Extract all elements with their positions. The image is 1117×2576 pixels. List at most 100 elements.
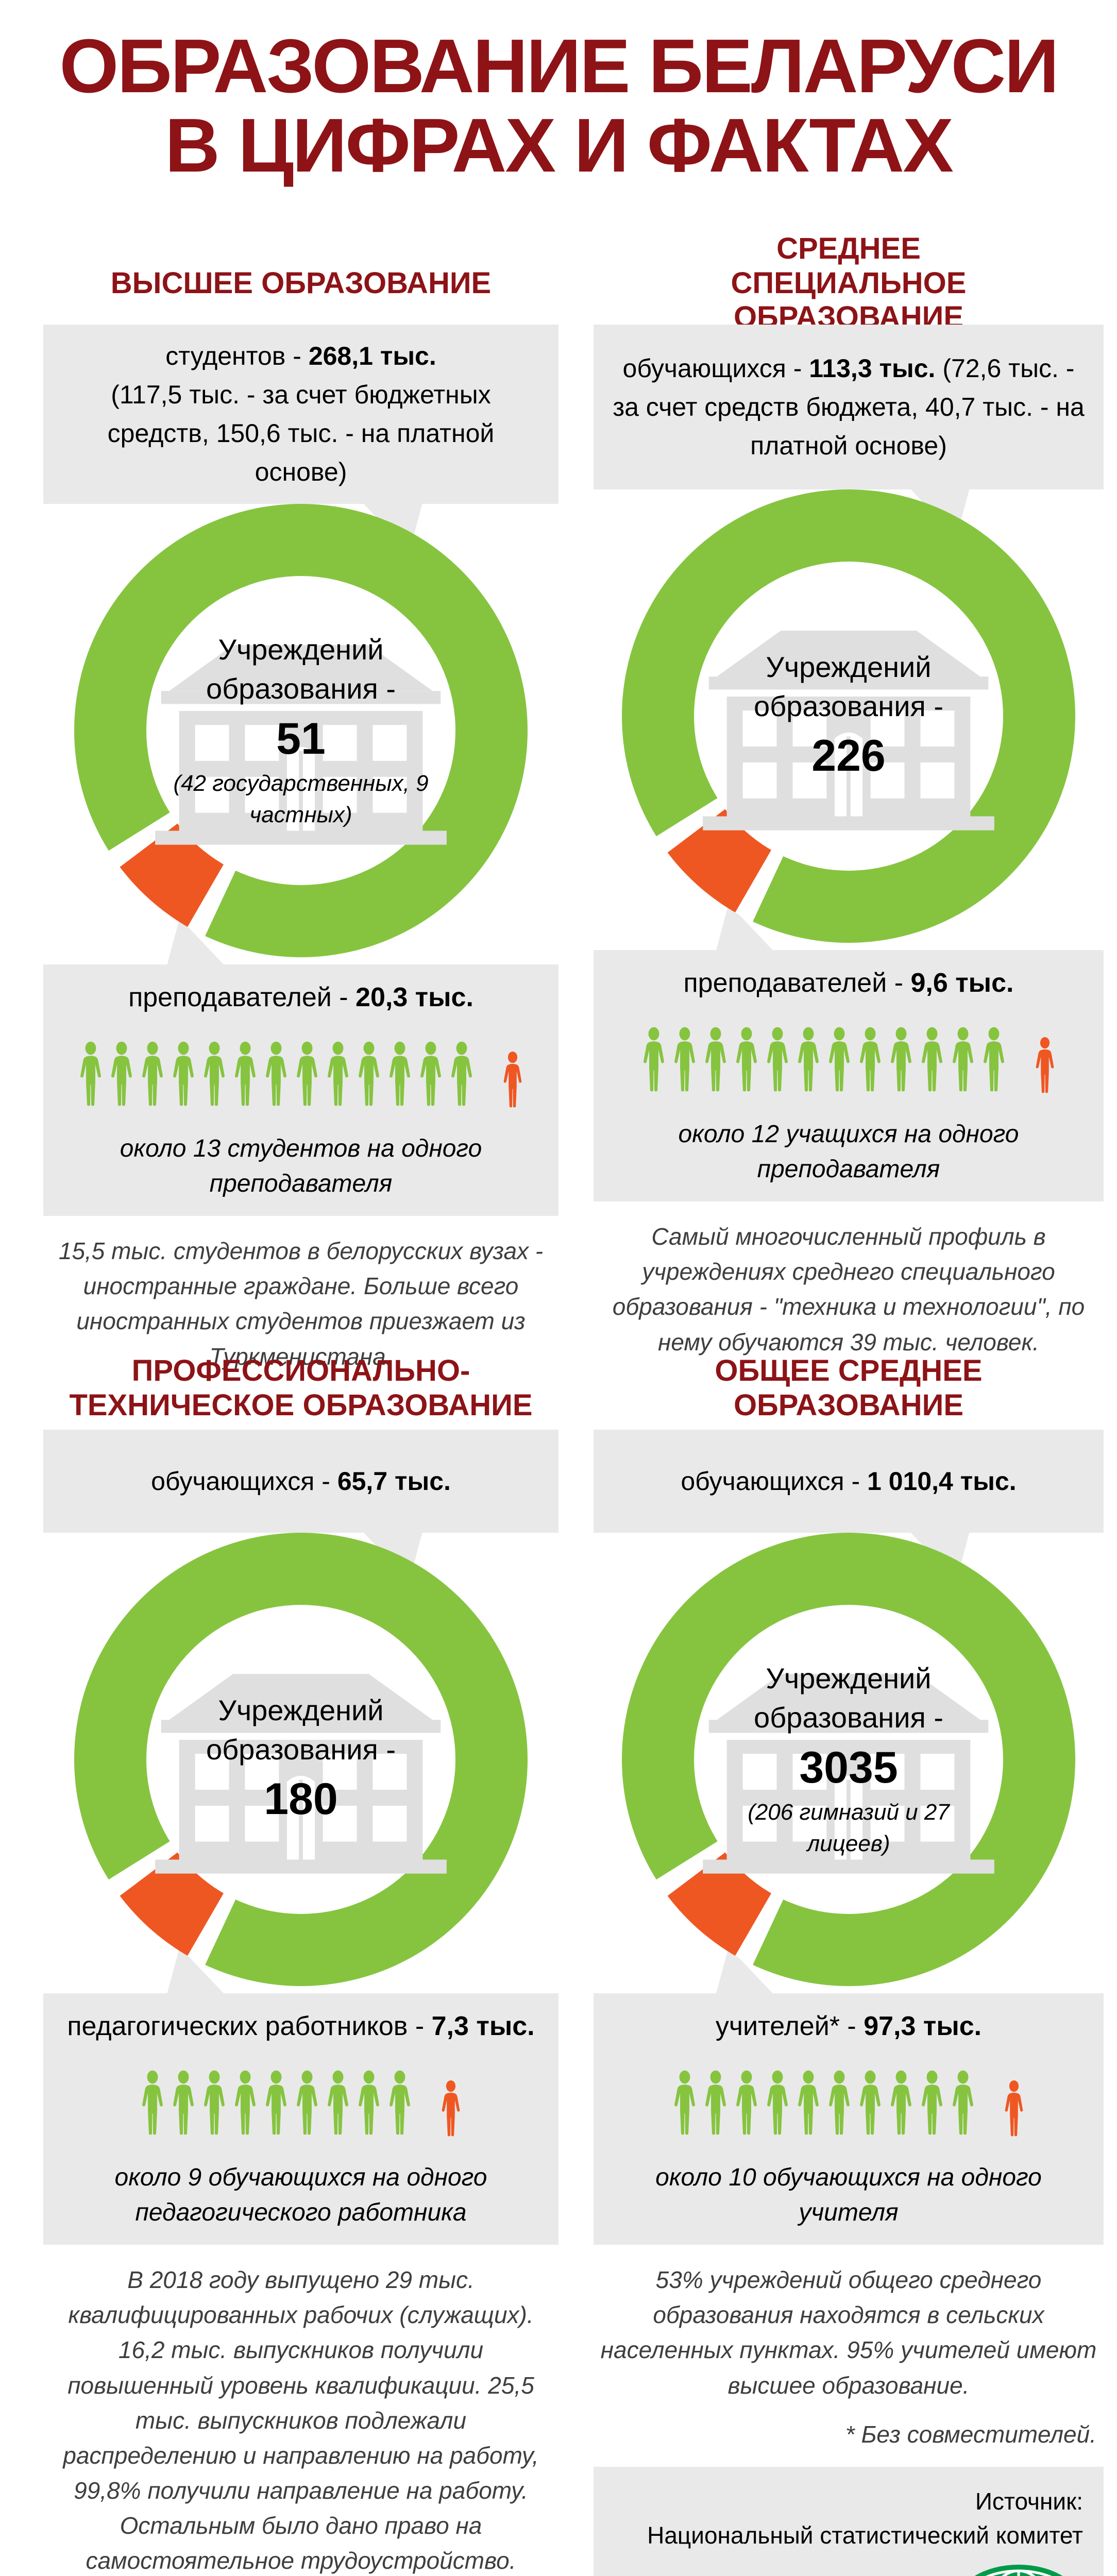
teacher-person-icon bbox=[1036, 1037, 1054, 1093]
teachers-bubble: преподавателей - 20,3 тыс. bbox=[43, 918, 558, 1216]
donut-center-note: (206 гимназий и 27 лицеев) bbox=[748, 1799, 950, 1857]
stats-prefix: студентов - bbox=[165, 342, 309, 370]
fact-paragraph: Самый многочисленный профиль в учреждени… bbox=[612, 1223, 1085, 1355]
student-person-icon bbox=[420, 1041, 441, 1106]
student-person-icon bbox=[266, 2070, 286, 2135]
teacher-person-icon bbox=[1005, 2080, 1023, 2137]
student-person-icon bbox=[297, 1041, 317, 1106]
donut-center-note: (42 государственных, 9 частных) bbox=[173, 770, 429, 828]
stats-value: 65,7 тыс. bbox=[337, 1466, 451, 1496]
student-person-icon bbox=[674, 2070, 695, 2135]
institutions-donut-chart: Учреждений образования - 226 bbox=[622, 489, 1075, 943]
stats-prefix: обучающихся - bbox=[681, 1466, 868, 1496]
ratio-caption: около 12 учащихся на одного преподавател… bbox=[678, 1121, 1019, 1183]
stats-value: 268,1 тыс. bbox=[308, 342, 436, 370]
students-per-teacher-pictogram bbox=[604, 1016, 1093, 1104]
institutions-donut-chart: Учреждений образования - 3035 (206 гимна… bbox=[622, 1533, 1075, 1986]
teachers-bubble: учителей* - 97,3 тыс. около 10 обучающих… bbox=[594, 1947, 1104, 2245]
teacher-person-icon bbox=[442, 2080, 460, 2137]
student-person-icon bbox=[359, 1041, 379, 1106]
student-person-icon bbox=[80, 1041, 101, 1106]
student-person-icon bbox=[705, 2070, 726, 2135]
stats-suffix: (117,5 тыс. - за счет бюджетных средств,… bbox=[107, 380, 495, 486]
donut-center-value: 226 bbox=[811, 731, 886, 781]
fact-paragraph: 53% учреждений общего среднего образован… bbox=[600, 2266, 1097, 2399]
donut-center-label: Учреждений образования - bbox=[206, 633, 396, 705]
student-person-icon bbox=[736, 1027, 757, 1092]
stats-value: 113,3 тыс. bbox=[809, 353, 936, 383]
stats-prefix: обучающихся - bbox=[151, 1466, 337, 1496]
donut-center-value: 3035 bbox=[799, 1742, 898, 1792]
teachers-prefix: учителей* - bbox=[715, 2011, 864, 2041]
teachers-value: 9,6 тыс. bbox=[910, 968, 1014, 998]
school-building-icon bbox=[141, 1661, 461, 1883]
student-person-icon bbox=[390, 2070, 410, 2135]
student-person-icon bbox=[798, 2070, 819, 2135]
institutions-donut-chart: Учреждений образования - 51 (42 государс… bbox=[74, 504, 528, 957]
student-person-icon bbox=[674, 1027, 695, 1092]
teachers-prefix: педагогических работников - bbox=[67, 2011, 432, 2041]
donut-center-value: 180 bbox=[264, 1774, 338, 1824]
students-per-teacher-pictogram bbox=[54, 2059, 548, 2147]
student-person-icon bbox=[922, 2070, 942, 2135]
student-person-icon bbox=[798, 1027, 819, 1092]
stats-suffix: (72,6 тыс. - за счет средств бюджета, 40… bbox=[613, 353, 1085, 460]
institutions-donut-chart: Учреждений образования - 180 bbox=[74, 1533, 528, 1986]
section-header: ОБЩЕЕ СРЕДНЕЕ ОБРАЗОВАНИЕ bbox=[715, 1354, 983, 1422]
student-person-icon bbox=[767, 2070, 788, 2135]
student-person-icon bbox=[359, 2070, 379, 2135]
section-header: ВЫСШЕЕ ОБРАЗОВАНИЕ bbox=[110, 266, 492, 300]
student-person-icon bbox=[451, 1041, 472, 1106]
student-person-icon bbox=[891, 2070, 911, 2135]
student-person-icon bbox=[767, 1027, 788, 1092]
teacher-person-icon bbox=[503, 1052, 522, 1108]
source-label: Источник: bbox=[975, 2487, 1083, 2515]
students-per-teacher-pictogram bbox=[54, 1030, 548, 1118]
student-person-icon bbox=[204, 2070, 225, 2135]
ratio-caption: около 10 обучающихся на одного учителя bbox=[655, 2164, 1042, 2227]
student-person-icon bbox=[922, 1027, 942, 1092]
student-person-icon bbox=[390, 1041, 410, 1106]
student-person-icon bbox=[829, 2070, 850, 2135]
teachers-bubble: педагогических работников - 7,3 тыс. око… bbox=[43, 1947, 558, 2245]
student-person-icon bbox=[173, 2070, 194, 2135]
student-person-icon bbox=[328, 2070, 348, 2135]
page-title-line1: ОБРАЗОВАНИЕ БЕЛАРУСИ bbox=[59, 24, 1059, 109]
student-person-icon bbox=[644, 1027, 664, 1092]
student-person-icon bbox=[860, 1027, 881, 1092]
student-person-icon bbox=[829, 1027, 850, 1092]
section-header: ПРОФЕССИОНАЛЬНО-ТЕХНИЧЕСКОЕ ОБРАЗОВАНИЕ bbox=[69, 1354, 533, 1422]
student-person-icon bbox=[111, 1041, 132, 1106]
teachers-value: 7,3 тыс. bbox=[431, 2011, 535, 2041]
ratio-caption: около 9 обучающихся на одного педагогиче… bbox=[114, 2164, 487, 2227]
fact-paragraph: 15,5 тыс. студентов в белорусских вузах … bbox=[58, 1238, 544, 1370]
student-person-icon bbox=[984, 1027, 1004, 1092]
donut-center-label: Учреждений образования - bbox=[206, 1693, 396, 1766]
school-building-icon bbox=[689, 618, 1008, 839]
page-title-line2: В ЦИФРАХ И ФАКТАХ bbox=[165, 103, 954, 188]
teachers-prefix: преподавателей - bbox=[683, 968, 911, 998]
source-box: Источник: Национальный статистический ко… bbox=[594, 2466, 1104, 2576]
donut-center-value: 51 bbox=[276, 714, 326, 764]
student-person-icon bbox=[142, 1041, 163, 1106]
school-building-icon bbox=[689, 1661, 1008, 1883]
fact-paragraph: В 2018 году выпущено 29 тыс. квалифициро… bbox=[63, 2266, 539, 2574]
source-name: Национальный статистический комитет bbox=[647, 2522, 1083, 2549]
section-secondary-special-education: СРЕДНЕЕ СПЕЦИАЛЬНОЕ ОБРАЗОВАНИЕ обучающи… bbox=[594, 231, 1104, 1360]
section-general-secondary-education: ОБЩЕЕ СРЕДНЕЕ ОБРАЗОВАНИЕ обучающихся - … bbox=[594, 1347, 1104, 2576]
student-person-icon bbox=[953, 1027, 973, 1092]
section-header: СРЕДНЕЕ СПЕЦИАЛЬНОЕ ОБРАЗОВАНИЕ bbox=[731, 231, 967, 334]
student-person-icon bbox=[860, 2070, 881, 2135]
student-person-icon bbox=[891, 1027, 911, 1092]
student-person-icon bbox=[705, 1027, 726, 1092]
donut-center-label: Учреждений образования - bbox=[753, 650, 944, 722]
students-stats-bubble: обучающихся - 1 010,4 тыс. bbox=[594, 1430, 1104, 1581]
section-higher-education: ВЫСШЕЕ ОБРАЗОВАНИЕ студентов - 268,1 тыс… bbox=[43, 242, 558, 1374]
teachers-value: 97,3 тыс. bbox=[864, 2011, 982, 2041]
footnote: * Без совместителей. bbox=[845, 2420, 1096, 2448]
students-stats-bubble: обучающихся - 113,3 тыс. (72,6 тыс. - за… bbox=[594, 325, 1104, 538]
students-stats-bubble: студентов - 268,1 тыс. (117,5 тыс. - за с… bbox=[43, 325, 558, 552]
student-person-icon bbox=[204, 1041, 225, 1106]
student-person-icon bbox=[953, 2070, 973, 2135]
teachers-prefix: преподавателей - bbox=[128, 982, 356, 1012]
